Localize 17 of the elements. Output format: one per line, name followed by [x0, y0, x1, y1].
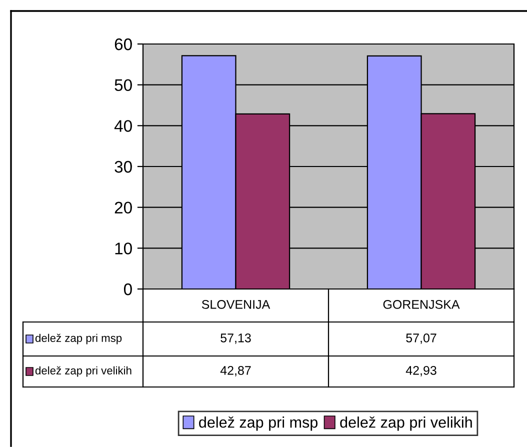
x-tick-label: GORENJSKA	[383, 300, 460, 309]
y-tick-label: 20	[114, 202, 132, 214]
data-label: 42,93	[406, 366, 436, 376]
data-label: 57,13	[220, 334, 251, 344]
text: delež zap pri velikih	[35, 366, 132, 377]
y-tick-label: 40	[114, 120, 132, 132]
text: delež zap pri msp	[199, 416, 318, 431]
y-tick-label: 50	[114, 79, 132, 92]
y-tick-label: 60	[114, 38, 132, 50]
y-tick-label: 10	[115, 242, 132, 254]
legend-label: delež zap pri msp	[35, 334, 122, 344]
y-tick-label: 0	[124, 283, 132, 296]
data-label: 42,87	[220, 366, 251, 376]
legend-label: delež zap pri velikih	[340, 416, 472, 431]
data-label: 57,07	[406, 334, 436, 344]
x-tick-label: SLOVENIJA	[202, 300, 270, 309]
y-tick-label: 30	[114, 160, 132, 173]
